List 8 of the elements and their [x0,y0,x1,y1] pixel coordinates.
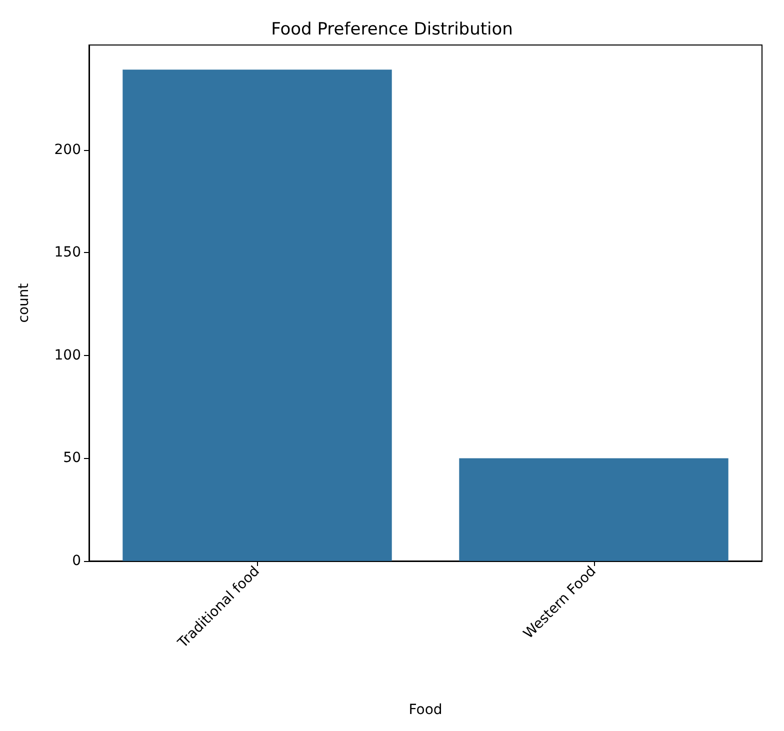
y-tick-label: 0 [72,553,81,569]
y-tick-label: 200 [54,142,81,158]
chart-title: Food Preference Distribution [271,20,513,40]
y-tick-label: 150 [54,244,81,261]
y-axis-title: count [16,282,32,323]
y-tick-label: 50 [63,450,81,466]
x-axis-title: Food [408,702,442,718]
y-tick-label: 100 [54,347,81,364]
